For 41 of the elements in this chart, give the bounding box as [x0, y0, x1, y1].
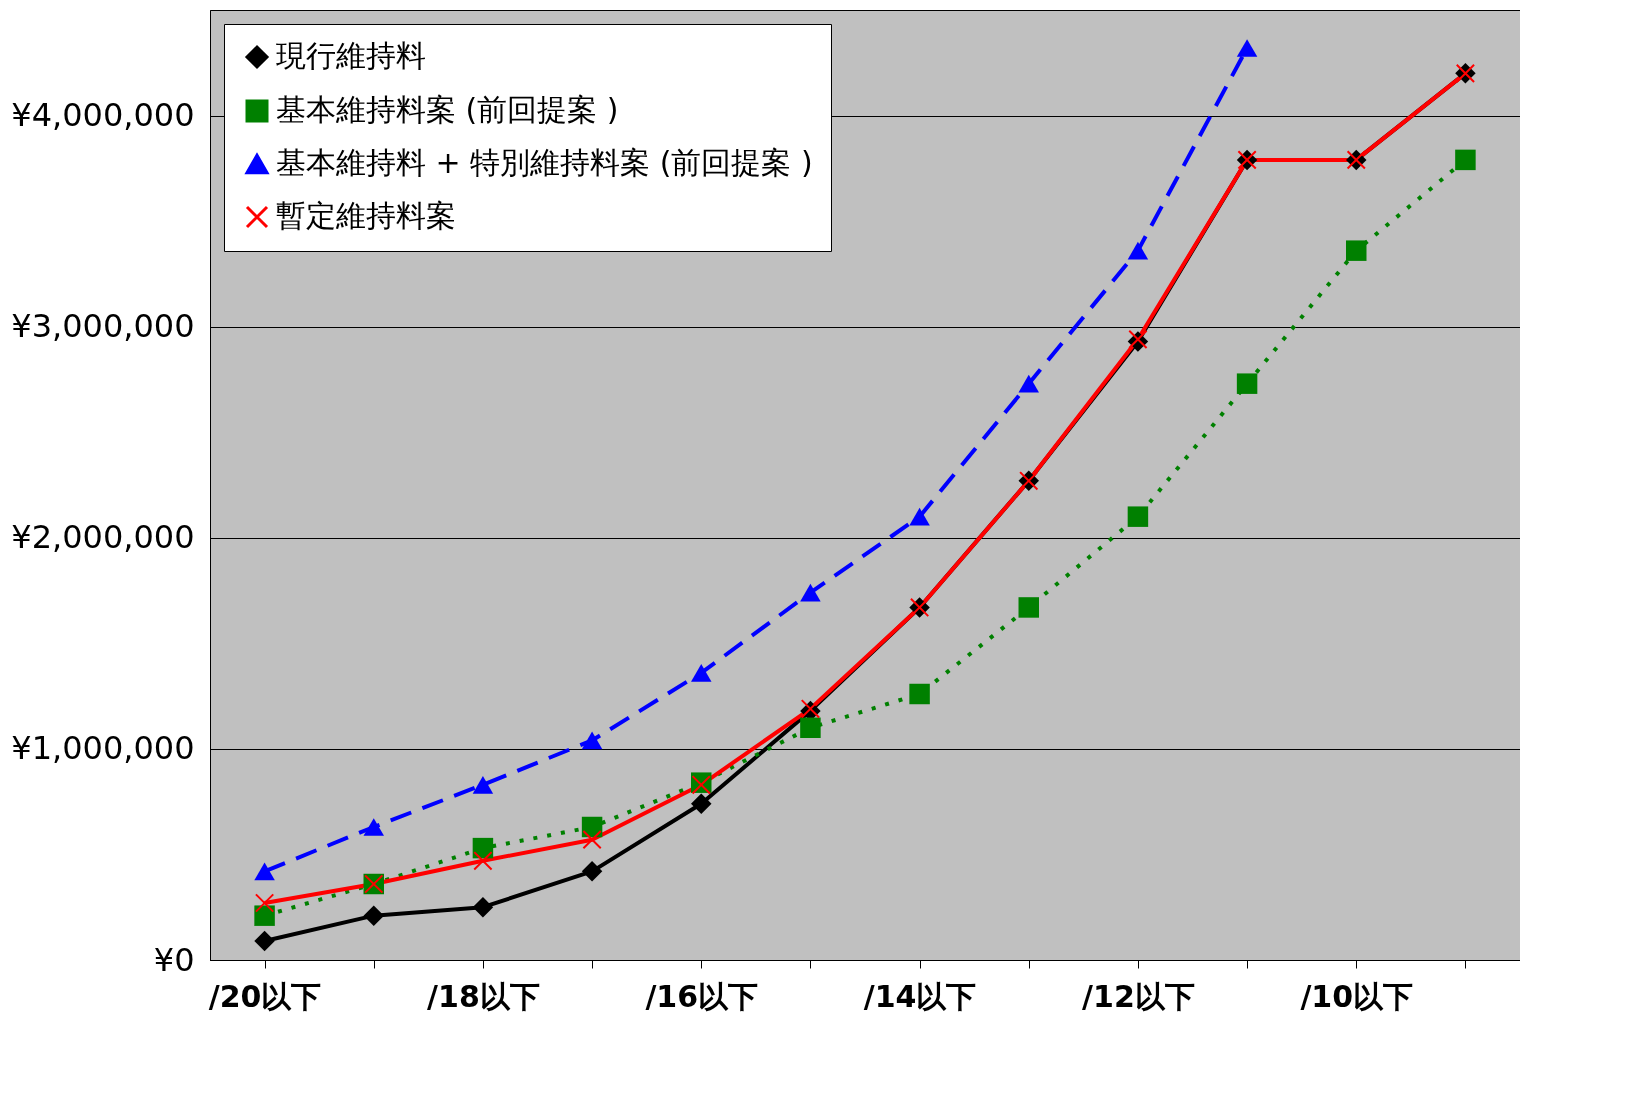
- point: [363, 818, 384, 836]
- point: [472, 775, 494, 794]
- point: [1018, 597, 1039, 618]
- y-tick-label: ¥1,000,000: [11, 729, 195, 768]
- legend-label: 暫定維持料案: [276, 198, 456, 233]
- point: [581, 861, 603, 882]
- x-tick-label: /12以下: [1082, 978, 1195, 1014]
- y-tick-label: ¥4,000,000: [11, 96, 195, 135]
- point: [1236, 39, 1258, 57]
- y-tick-label: ¥0: [153, 940, 195, 979]
- x-tick-label: /10以下: [1300, 978, 1414, 1014]
- point: [1455, 149, 1476, 171]
- point: [472, 896, 494, 918]
- point: [254, 905, 275, 926]
- legend-label: 現行維持料: [276, 38, 426, 73]
- point: [254, 862, 275, 881]
- point: [800, 583, 821, 602]
- point: [691, 664, 712, 682]
- point: [909, 683, 930, 705]
- y-tick-label: ¥3,000,000: [11, 307, 195, 346]
- point: [909, 507, 930, 526]
- legend-label: 基本維持料 + 特別維持料案 (前回提案 ): [276, 145, 813, 180]
- point: [582, 830, 602, 850]
- x-tick-label: /18以下: [427, 978, 540, 1014]
- x-tick-label: /14以下: [863, 978, 977, 1014]
- point: [1127, 241, 1149, 260]
- legend-label: 基本維持料案 (前回提案 ): [276, 92, 619, 127]
- point: [254, 930, 275, 952]
- point: [1127, 506, 1149, 527]
- point: [691, 793, 712, 815]
- point: [363, 905, 384, 926]
- point: [1236, 373, 1258, 394]
- point: [800, 717, 821, 739]
- point: [473, 851, 493, 871]
- point: [254, 893, 275, 913]
- point: [1018, 374, 1039, 393]
- x-tick-label: /16以下: [645, 978, 759, 1014]
- point: [1346, 240, 1367, 261]
- y-tick-label: ¥2,000,000: [11, 518, 195, 557]
- point: [581, 731, 603, 750]
- x-tick-label: /20以下: [208, 978, 322, 1014]
